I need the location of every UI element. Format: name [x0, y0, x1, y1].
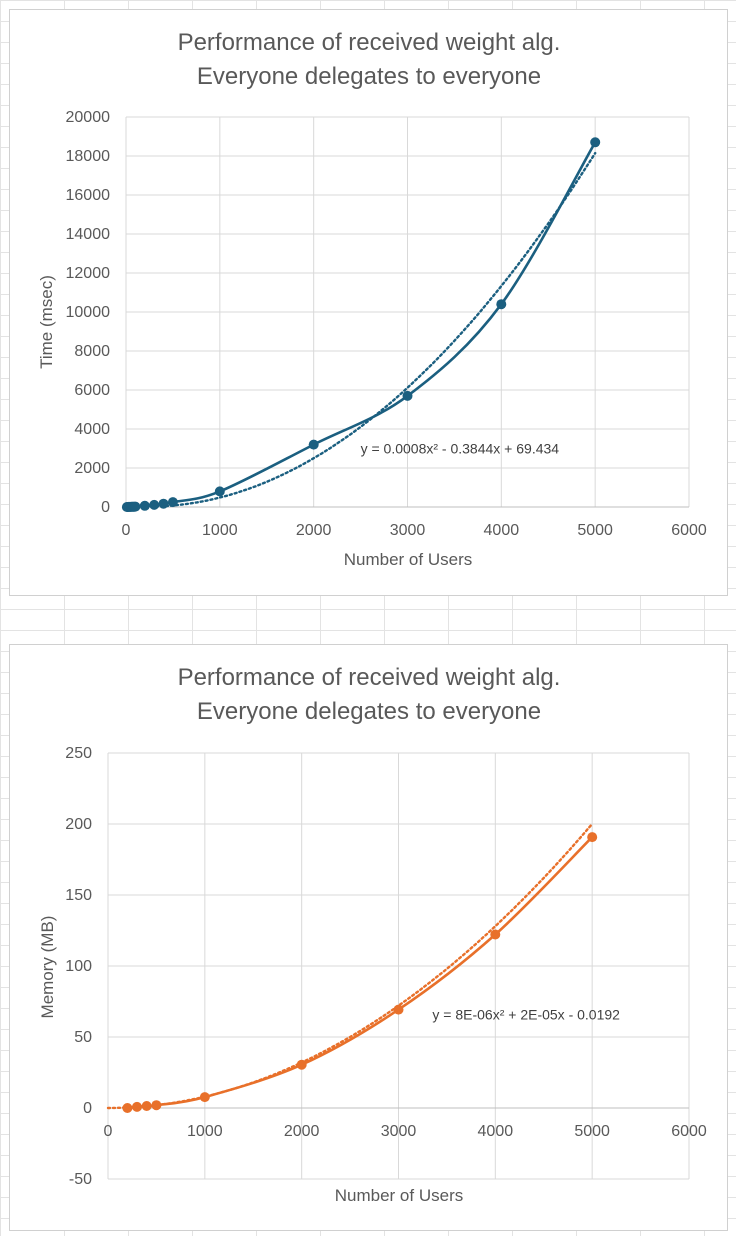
x-tick-label: 4000: [484, 522, 520, 539]
y-tick-label: 10000: [66, 304, 111, 321]
y-tick-label: 200: [65, 816, 92, 833]
y-tick-label: 4000: [74, 421, 110, 438]
y-tick-label: 0: [83, 1100, 92, 1117]
y-tick-label: 0: [101, 499, 110, 516]
x-tick-label: 6000: [671, 1123, 707, 1140]
y-tick-label: -50: [69, 1171, 92, 1188]
data-point[interactable]: [496, 299, 507, 310]
chart-card-time[interactable]: 0 1000 2000 3000 4000 5000 6000 0 2000 4000 6000 80…: [9, 9, 728, 596]
y-tick-label: 100: [65, 958, 92, 975]
x-tick-label: 2000: [284, 1123, 320, 1140]
y-axis-title: Time (msec): [37, 275, 56, 369]
x-tick-label: 3000: [390, 522, 426, 539]
x-tick-label: 1000: [187, 1123, 223, 1140]
data-point[interactable]: [308, 439, 319, 450]
tick-labels: 0 1000 2000 3000 4000 5000 6000 0 2000 4000 6000 80…: [66, 109, 707, 539]
y-tick-label: 14000: [66, 226, 111, 243]
data-point[interactable]: [167, 497, 178, 508]
x-tick-label: 6000: [671, 522, 707, 539]
y-tick-label: 8000: [74, 343, 110, 360]
chart-title-line-2: Everyone delegates to everyone: [197, 698, 541, 725]
trendline-equation: y = 8E-06x² + 2E-05x - 0.0192: [432, 1006, 620, 1022]
y-tick-label: 16000: [66, 187, 111, 204]
tick-labels: 0 1000 2000 3000 4000 5000 6000 -50 0 50 100 150 200…: [65, 745, 707, 1188]
chart-time-svg: 0 1000 2000 3000 4000 5000 6000 0 2000 4000 6000 80…: [37, 29, 707, 569]
data-point[interactable]: [296, 1059, 307, 1070]
data-point[interactable]: [139, 500, 150, 511]
x-tick-label: 5000: [577, 522, 613, 539]
data-point[interactable]: [199, 1092, 210, 1103]
data-point[interactable]: [149, 499, 160, 510]
x-tick-label: 3000: [381, 1123, 417, 1140]
data-point[interactable]: [590, 137, 601, 148]
y-tick-label: 20000: [66, 109, 111, 126]
data-point[interactable]: [151, 1100, 162, 1111]
y-tick-label: 2000: [74, 460, 110, 477]
y-axis-title: Memory (MB): [38, 916, 57, 1019]
data-point[interactable]: [490, 929, 501, 940]
chart-memory-svg: 0 1000 2000 3000 4000 5000 6000 -50 0 50 100 150 200…: [38, 664, 707, 1205]
gridlines: [107, 752, 690, 1180]
data-point[interactable]: [402, 390, 413, 401]
gridlines: [125, 116, 690, 508]
series-line-layer: [127, 836, 594, 1110]
x-tick-label: 0: [122, 522, 131, 539]
data-point[interactable]: [141, 1101, 152, 1111]
y-tick-label: 12000: [66, 265, 111, 282]
data-point[interactable]: [130, 501, 141, 512]
x-tick-label: 1000: [202, 522, 238, 539]
data-point[interactable]: [393, 1004, 404, 1015]
data-point[interactable]: [587, 832, 598, 843]
data-points: [122, 832, 598, 1113]
data-point[interactable]: [122, 1103, 133, 1113]
x-tick-label: 0: [104, 1123, 113, 1140]
x-axis-title: Number of Users: [335, 1186, 463, 1205]
y-tick-label: 150: [65, 887, 92, 904]
x-axis-title: Number of Users: [344, 550, 472, 569]
chart-title-line-1: Performance of received weight alg.: [178, 664, 561, 691]
y-tick-label: 18000: [66, 148, 111, 165]
data-point[interactable]: [132, 1101, 142, 1112]
data-point[interactable]: [214, 486, 225, 497]
series-line: [127, 836, 594, 1110]
trendline-equation: y = 0.0008x² - 0.3844x + 69.434: [361, 441, 560, 457]
chart-card-memory[interactable]: 0 1000 2000 3000 4000 5000 6000 -50 0 50 100 150 200…: [9, 644, 728, 1231]
y-tick-label: 250: [65, 745, 92, 762]
x-tick-label: 5000: [574, 1123, 610, 1140]
trendline: [124, 151, 597, 508]
x-tick-label: 2000: [296, 522, 332, 539]
chart-title-line-2: Everyone delegates to everyone: [197, 63, 541, 90]
y-tick-label: 50: [74, 1029, 92, 1046]
chart-title-line-1: Performance of received weight alg.: [178, 29, 561, 56]
data-points: [121, 137, 601, 512]
data-point[interactable]: [158, 498, 169, 509]
y-tick-label: 6000: [74, 382, 110, 399]
x-tick-label: 4000: [478, 1123, 514, 1140]
trendline-layer: [124, 151, 597, 508]
